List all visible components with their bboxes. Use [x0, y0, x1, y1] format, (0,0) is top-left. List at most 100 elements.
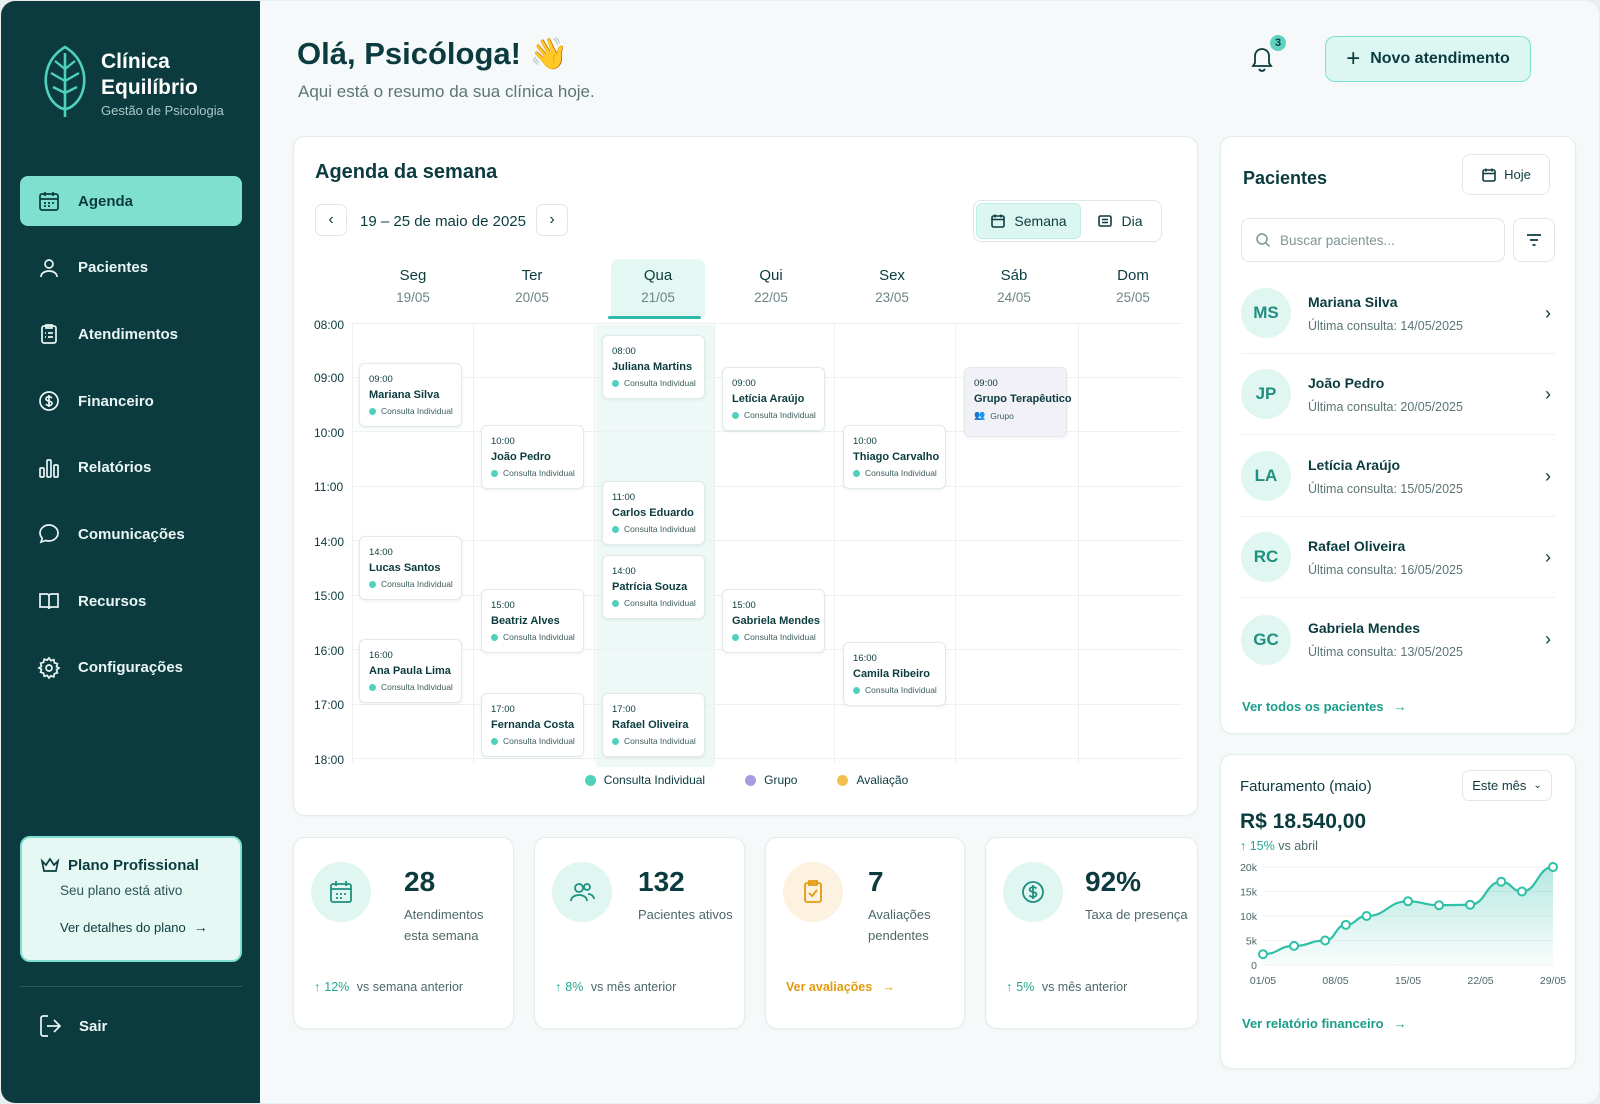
appointment-card[interactable]: 10:00 João Pedro Consulta Individual: [481, 425, 584, 489]
patient-row[interactable]: MS Mariana Silva Última consulta: 14/05/2…: [1241, 273, 1555, 354]
day-name: Qui: [759, 267, 783, 284]
chart-point: [1465, 899, 1476, 910]
plan-details-link[interactable]: Ver detalhes do plano →: [60, 919, 240, 935]
y-tick-label: 0: [1251, 960, 1257, 972]
appointment-type-label: Consulta Individual: [624, 524, 696, 534]
appointment-card[interactable]: 16:00 Ana Paula Lima Consulta Individual: [359, 639, 462, 703]
patient-row[interactable]: LA Letícia Araújo Última consulta: 15/05/…: [1241, 436, 1555, 517]
view-evaluations-link[interactable]: Ver avaliações →: [786, 980, 895, 994]
notifications-button[interactable]: [1248, 43, 1280, 75]
plan-title-text: Plano Profissional: [68, 856, 199, 874]
filter-button[interactable]: [1513, 218, 1555, 262]
day-header-qui[interactable]: Qui 22/05: [721, 267, 821, 305]
stat-delta-value: 12%: [324, 980, 350, 994]
appointment-type: Consulta Individual: [612, 524, 704, 534]
view-day-label: Dia: [1121, 213, 1143, 229]
patient-last-visit: Última consulta: 13/05/2025: [1308, 645, 1463, 659]
sidebar-item-relatorios[interactable]: Relatórios: [20, 443, 242, 493]
period-select-value: Este mês: [1472, 778, 1527, 793]
patient-last-visit: Última consulta: 15/05/2025: [1308, 481, 1463, 496]
sidebar-item-label: Financeiro: [78, 392, 154, 410]
x-tick-label: 01/05: [1250, 975, 1276, 987]
appointment-card[interactable]: 11:00 Carlos Eduardo Consulta Individual: [602, 481, 705, 545]
chart-point: [1548, 862, 1558, 872]
appointment-card[interactable]: 16:00 Camila Ribeiro Consulta Individual: [843, 642, 946, 706]
appointment-card[interactable]: 09:00 Mariana Silva Consulta Individual: [359, 363, 462, 427]
book-icon: [39, 593, 59, 610]
user-icon: [40, 258, 58, 277]
chart-area: [1263, 867, 1553, 965]
appointment-type: Consulta Individual: [853, 685, 945, 695]
status-dot: [369, 580, 376, 588]
appointment-time: 14:00: [612, 566, 636, 577]
legend-label: Avaliação: [856, 773, 909, 787]
chevron-right-icon: ›: [1545, 302, 1551, 323]
financial-report-link[interactable]: Ver relatório financeiro →: [1242, 1016, 1407, 1031]
day-name: Qua: [643, 267, 673, 284]
appointment-type-label: Consulta Individual: [624, 736, 696, 746]
next-week-button[interactable]: ›: [536, 204, 568, 236]
day-header-qua[interactable]: Qua 21/05: [611, 259, 705, 317]
appointment-type: Consulta Individual: [369, 579, 461, 589]
view-all-patients-link[interactable]: Ver todos os pacientes →: [1242, 699, 1407, 714]
day-header-dom[interactable]: Dom 25/05: [1083, 267, 1183, 305]
patient-row[interactable]: GC Gabriela Mendes Última consulta: 13/05…: [1241, 599, 1555, 680]
day-date: 23/05: [875, 290, 909, 305]
appointment-card[interactable]: 17:00 Fernanda Costa Consulta Individual: [481, 693, 584, 757]
patient-row[interactable]: RC Rafael Oliveira Última consulta: 16/05…: [1241, 517, 1555, 598]
sidebar-item-pacientes[interactable]: Pacientes: [20, 243, 242, 293]
stat-delta-text: vs semana anterior: [356, 980, 464, 994]
appointment-type-label: Consulta Individual: [381, 682, 453, 692]
appointment-name: Juliana Martins: [612, 361, 693, 373]
logout-icon: [40, 1015, 62, 1037]
today-button[interactable]: Hoje: [1462, 154, 1550, 195]
chevron-left-icon: ‹: [328, 211, 334, 228]
chart-point: [1289, 940, 1300, 951]
sidebar-item-financeiro[interactable]: Financeiro: [20, 376, 242, 426]
sidebar-item-comunicacoes[interactable]: Comunicações: [20, 509, 242, 559]
patients-card: Pacientes Hoje MS Mariana Silva Última co…: [1220, 136, 1576, 734]
appointment-card[interactable]: 14:00 Patrícia Souza Consulta Individual: [602, 555, 705, 619]
sidebar-item-recursos[interactable]: Recursos: [20, 576, 242, 626]
status-dot: [612, 599, 619, 607]
appointment-type: 👥 Grupo: [974, 410, 1066, 421]
x-tick-label: 29/05: [1540, 975, 1566, 987]
brand: Clínica Equilíbrio Gestão de Psicologia: [37, 43, 224, 119]
patient-row[interactable]: JP João Pedro Última consulta: 20/05/2025…: [1241, 354, 1555, 435]
appointment-card[interactable]: 15:00 Beatriz Alves Consulta Individual: [481, 589, 584, 653]
appointment-card[interactable]: 17:00 Rafael Oliveira Consulta Individua…: [602, 693, 705, 757]
prev-week-button[interactable]: ‹: [315, 204, 347, 236]
appointment-card[interactable]: 09:00 Letícia Araújo Consulta Individual: [722, 367, 825, 431]
day-name: Dom: [1117, 267, 1149, 284]
view-day-button[interactable]: Dia: [1081, 203, 1159, 239]
revenue-title: Faturamento (maio): [1240, 778, 1372, 795]
appointment-time: 15:00: [732, 600, 756, 611]
legend-item: Consulta Individual: [584, 773, 705, 787]
sidebar-item-atendimentos[interactable]: Atendimentos: [20, 309, 242, 359]
appointment-card[interactable]: 10:00 Thiago Carvalho Consulta Individua…: [843, 425, 946, 489]
sidebar-item-agenda[interactable]: Agenda: [20, 176, 242, 226]
new-appointment-button[interactable]: + Novo atendimento: [1325, 36, 1531, 82]
logout-label: Sair: [79, 1017, 108, 1035]
day-header-ter[interactable]: Ter 20/05: [482, 267, 582, 305]
stat-delta-value: 8%: [565, 980, 584, 994]
logout-button[interactable]: Sair: [38, 1013, 107, 1039]
day-header-sab[interactable]: Sáb 24/05: [964, 267, 1064, 305]
appointment-card[interactable]: 08:00 Juliana Martins Consulta Individua…: [602, 335, 705, 399]
grid-line: [473, 323, 474, 763]
brand-name-line2: Equilíbrio: [101, 76, 198, 99]
day-name: Ter: [521, 267, 543, 284]
day-header-sex[interactable]: Sex 23/05: [842, 267, 942, 305]
appointment-time: 16:00: [369, 650, 393, 661]
search-input[interactable]: [1280, 232, 1490, 248]
sidebar-item-configuracoes[interactable]: Configurações: [20, 643, 242, 693]
appointment-card[interactable]: 15:00 Gabriela Mendes Consulta Individua…: [722, 589, 825, 653]
gear-icon: [37, 656, 61, 680]
day-header-seg[interactable]: Seg 19/05: [363, 267, 463, 305]
view-week-button[interactable]: Semana: [976, 203, 1081, 239]
period-select[interactable]: Este mês ⌄: [1462, 770, 1552, 801]
appointment-card[interactable]: 14:00 Lucas Santos Consulta Individual: [359, 536, 462, 600]
appointment-card[interactable]: 09:00 Grupo Terapêutico 👥 Grupo: [964, 367, 1072, 437]
chart-point: [1361, 911, 1372, 921]
